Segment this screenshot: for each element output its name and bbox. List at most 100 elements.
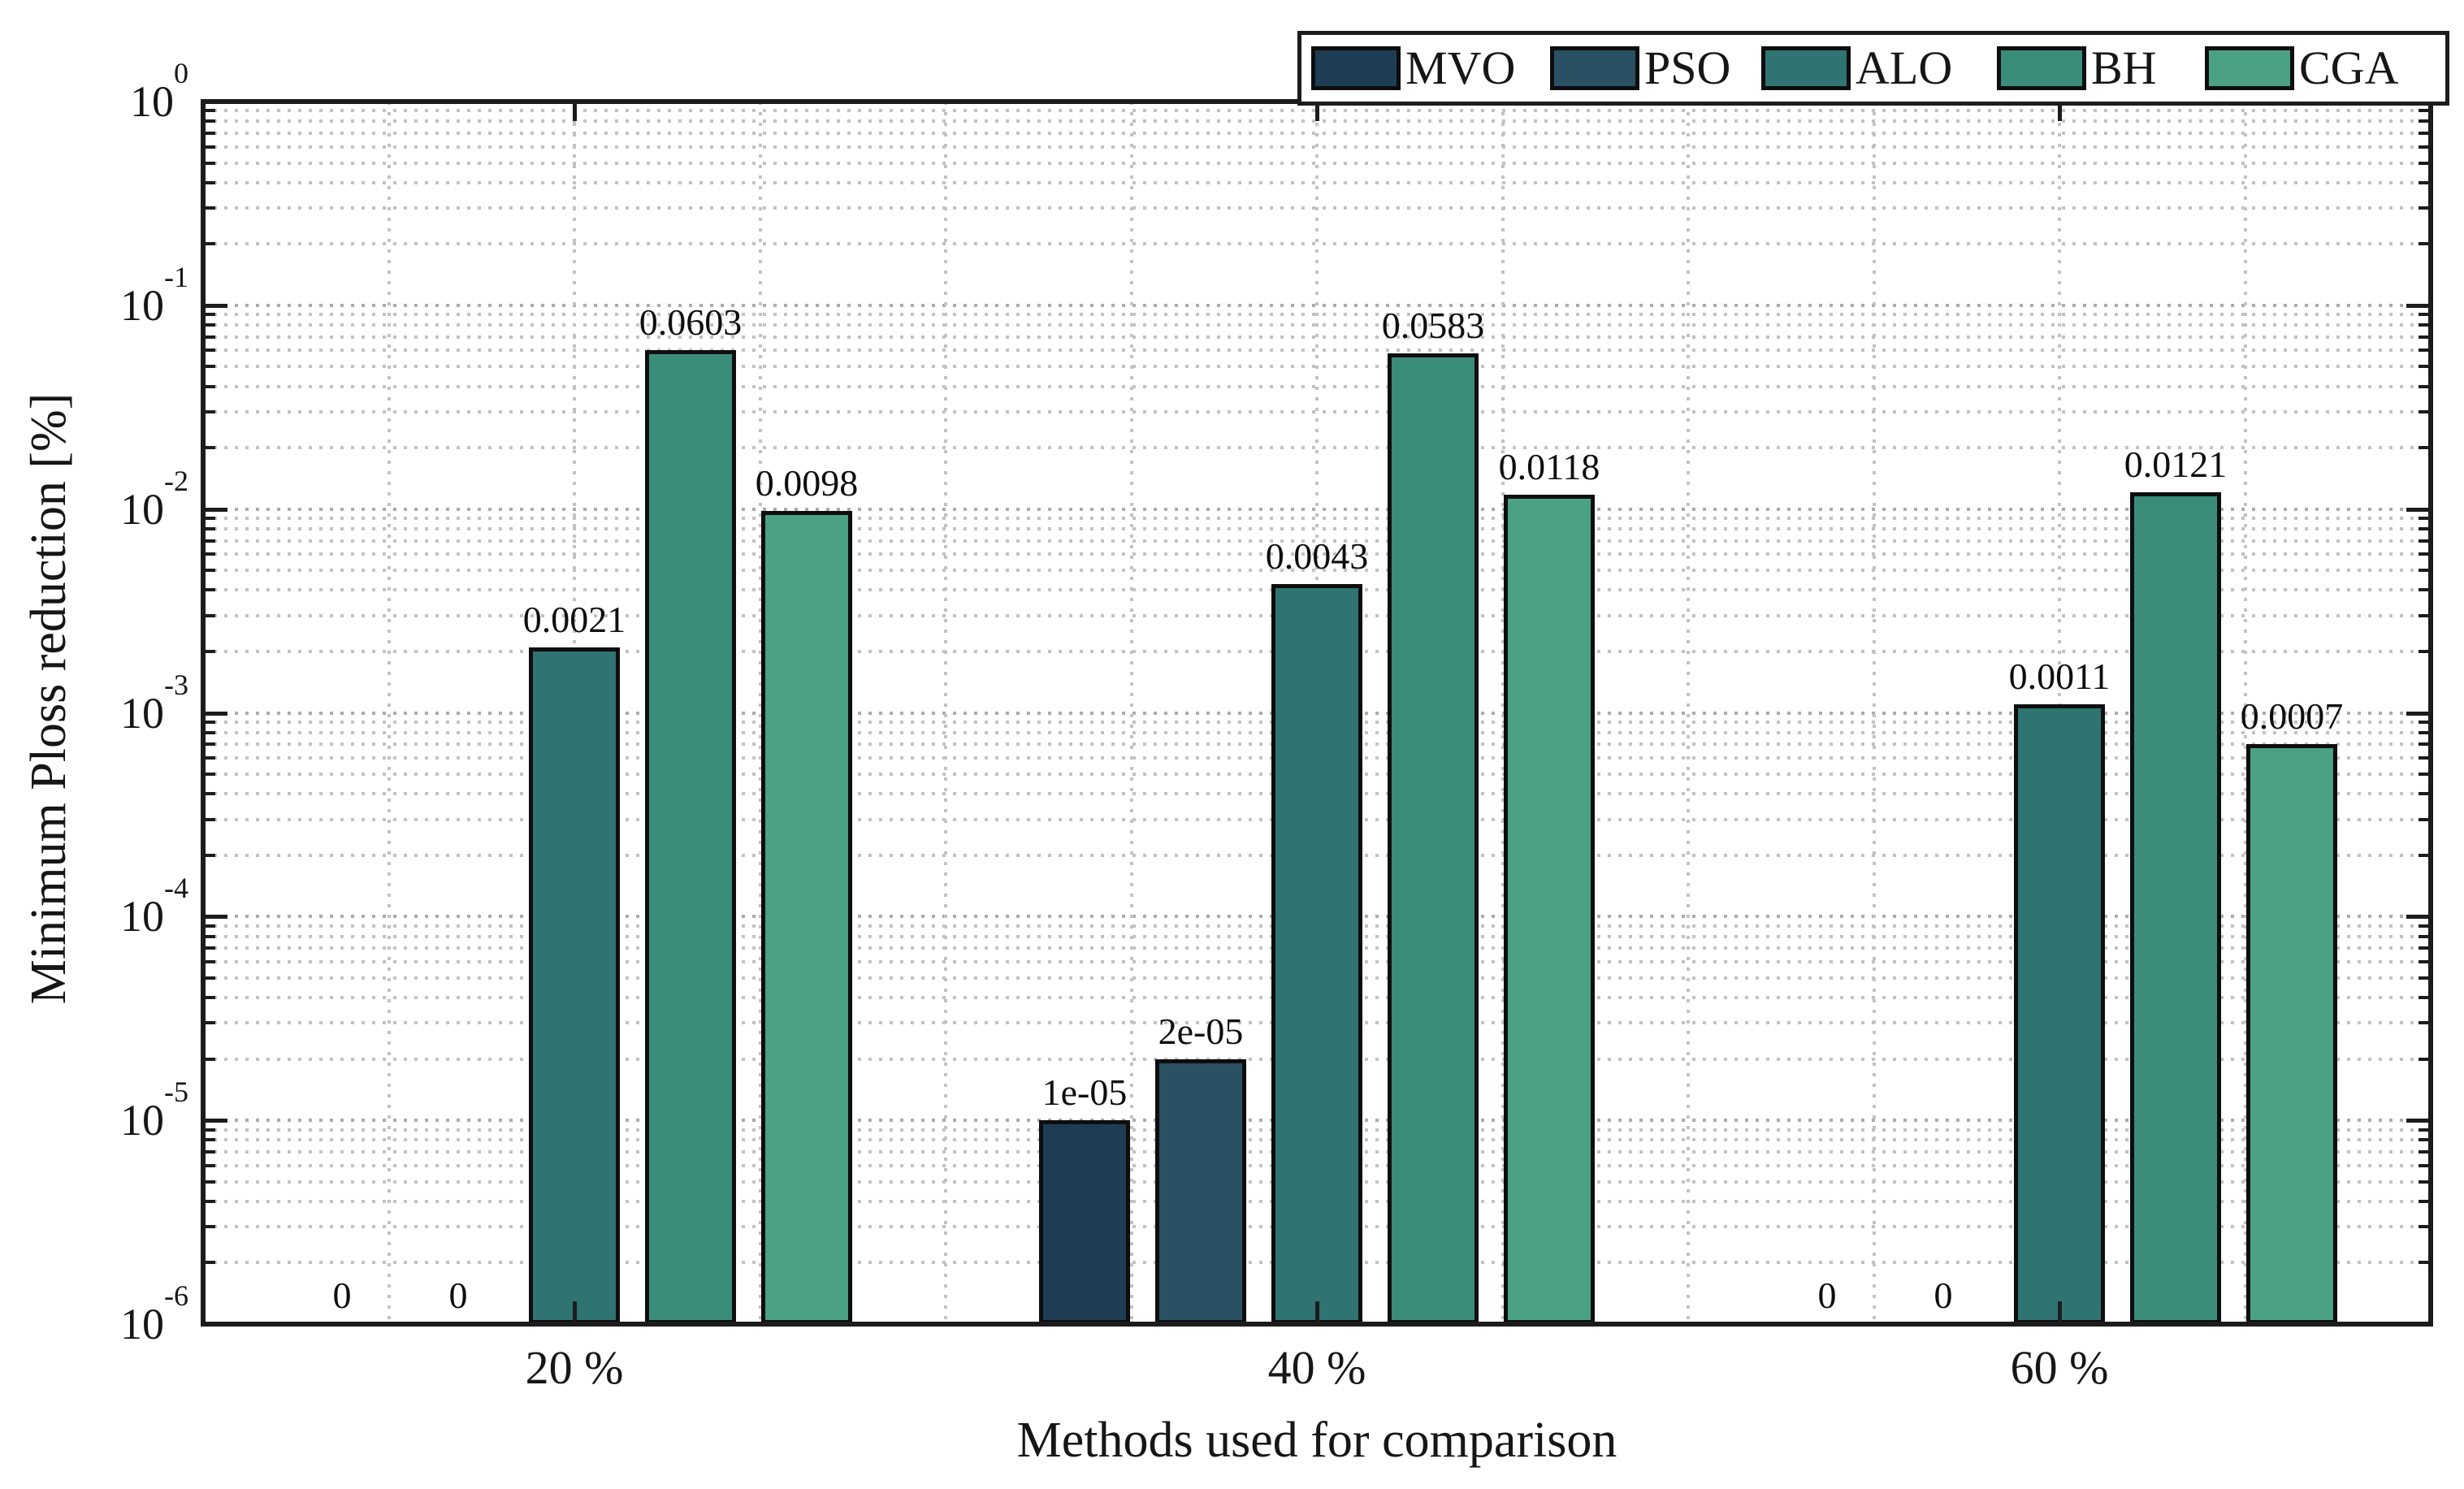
- y-minor-tick-left: [203, 756, 215, 760]
- y-minor-tick-left: [203, 924, 215, 928]
- legend-label-pso: PSO: [1644, 41, 1731, 94]
- y-minor-tick-left: [203, 1150, 215, 1154]
- y-minor-tick-left: [203, 996, 215, 1000]
- bar-value-label: 0.0583: [1381, 304, 1485, 346]
- y-minor-tick-left: [203, 145, 215, 149]
- y-minor-tick-left: [203, 1225, 215, 1229]
- y-minor-tick-right: [2419, 817, 2431, 821]
- bar-value-label: 0: [332, 1275, 352, 1316]
- y-minor-tick-left: [203, 526, 215, 530]
- bar-value-label: 0.0603: [639, 301, 743, 343]
- y-minor-tick-right: [2419, 517, 2431, 521]
- y-minor-tick-right: [2419, 1180, 2431, 1184]
- legend-entry-bh: BH: [1997, 44, 2157, 93]
- y-minor-tick-right: [2419, 1138, 2431, 1142]
- y-tick-exponent: -2: [164, 464, 188, 497]
- x-minor-gridline: [944, 102, 947, 1324]
- x-tick-label: 60 %: [2010, 1341, 2109, 1394]
- y-minor-tick-right: [2419, 613, 2431, 617]
- bar-BH-60%: [2130, 491, 2221, 1324]
- y-minor-tick-right: [2419, 206, 2431, 210]
- y-tick-base: 10: [130, 77, 174, 126]
- y-major-tick-right: [2406, 1119, 2431, 1123]
- y-minor-tick-right: [2419, 131, 2431, 135]
- legend-swatch-alo: [1761, 46, 1851, 90]
- y-minor-tick-right: [2419, 161, 2431, 165]
- y-minor-tick-right: [2419, 720, 2431, 724]
- x-major-tick-bottom: [1315, 1301, 1319, 1324]
- x-tick-label: 20 %: [525, 1341, 624, 1394]
- y-minor-tick-right: [2419, 730, 2431, 734]
- y-major-tick-right: [2406, 915, 2431, 920]
- y-minor-tick-left: [203, 180, 215, 184]
- y-minor-tick-left: [203, 1180, 215, 1184]
- y-axis-label: Minimum Ploss reduction [%]: [21, 392, 76, 1005]
- y-minor-tick-right: [2419, 313, 2431, 317]
- y-tick-label: 10-5: [120, 1077, 188, 1145]
- y-minor-tick-left: [203, 1057, 215, 1061]
- y-minor-tick-left: [203, 773, 215, 776]
- bar-value-label: 0.0011: [2008, 656, 2111, 698]
- y-minor-tick-right: [2419, 976, 2431, 980]
- y-minor-tick-right: [2419, 1199, 2431, 1203]
- legend-box: MVO PSO ALO BH CGA: [1297, 31, 2449, 106]
- y-minor-tick-left: [203, 1261, 215, 1265]
- y-minor-tick-left: [203, 946, 215, 950]
- bar-MVO-40%: [1039, 1120, 1130, 1324]
- y-minor-tick-left: [203, 206, 215, 210]
- y-major-tick-left: [203, 915, 227, 920]
- legend-swatch-mvo: [1311, 46, 1401, 90]
- bar-value-label: 2e-05: [1158, 1010, 1244, 1052]
- y-minor-tick-left: [203, 742, 215, 747]
- y-minor-tick-right: [2419, 1057, 2431, 1061]
- y-minor-tick-left: [203, 131, 215, 135]
- y-minor-tick-right: [2419, 365, 2431, 369]
- x-minor-gridline: [2243, 102, 2247, 1324]
- y-minor-tick-left: [203, 569, 215, 573]
- legend-label-bh: BH: [2091, 41, 2157, 94]
- y-tick-base: 10: [120, 1096, 164, 1145]
- bar-value-label: 0: [1817, 1275, 1837, 1316]
- legend-entry-cga: CGA: [2205, 44, 2398, 93]
- bar-value-label: 0.0007: [2240, 695, 2344, 738]
- y-tick-base: 10: [120, 484, 164, 534]
- y-tick-label: 10-2: [120, 466, 188, 534]
- y-major-tick-left: [203, 507, 227, 512]
- y-minor-tick-right: [2419, 959, 2431, 963]
- y-tick-label: 10-4: [120, 873, 188, 941]
- plot-area: 0 1e-05 0 0 2e-05 0 0.0021 0.0043 0.0011 0.0603 0.…: [203, 102, 2431, 1324]
- y-minor-tick-right: [2419, 934, 2431, 938]
- y-minor-tick-right: [2419, 1021, 2431, 1025]
- y-minor-tick-right: [2419, 552, 2431, 556]
- y-minor-tick-right: [2419, 409, 2431, 413]
- y-tick-exponent: -3: [164, 668, 188, 701]
- y-minor-tick-left: [203, 313, 215, 317]
- y-minor-tick-right: [2419, 335, 2431, 339]
- y-tick-base: 10: [120, 892, 164, 941]
- y-minor-tick-right: [2419, 119, 2431, 123]
- legend-label-alo: ALO: [1856, 41, 1953, 94]
- legend-entry-alo: ALO: [1761, 44, 1952, 93]
- y-minor-tick-left: [203, 119, 215, 123]
- y-minor-tick-left: [203, 1138, 215, 1142]
- legend-label-mvo: MVO: [1405, 41, 1516, 94]
- bar-BH-20%: [645, 349, 736, 1324]
- bar-ALO-60%: [2014, 704, 2105, 1324]
- y-minor-tick-right: [2419, 1128, 2431, 1132]
- bar-BH-40%: [1388, 353, 1479, 1324]
- y-tick-base: 10: [120, 1300, 164, 1348]
- y-minor-tick-left: [203, 1199, 215, 1203]
- y-tick-label: 10-6: [120, 1281, 188, 1348]
- y-major-tick-left: [203, 1119, 227, 1123]
- y-minor-tick-left: [203, 588, 215, 592]
- y-tick-label: 10-1: [120, 262, 188, 329]
- bar-CGA-60%: [2246, 744, 2337, 1324]
- y-minor-tick-left: [203, 539, 215, 543]
- y-minor-tick-left: [203, 1021, 215, 1025]
- bar-ALO-20%: [529, 647, 620, 1324]
- y-major-tick-right: [2406, 711, 2431, 716]
- x-major-tick-top: [2058, 102, 2062, 121]
- y-minor-tick-left: [203, 323, 215, 327]
- y-minor-tick-left: [203, 792, 215, 796]
- bar-value-label: 0.0121: [2124, 443, 2228, 485]
